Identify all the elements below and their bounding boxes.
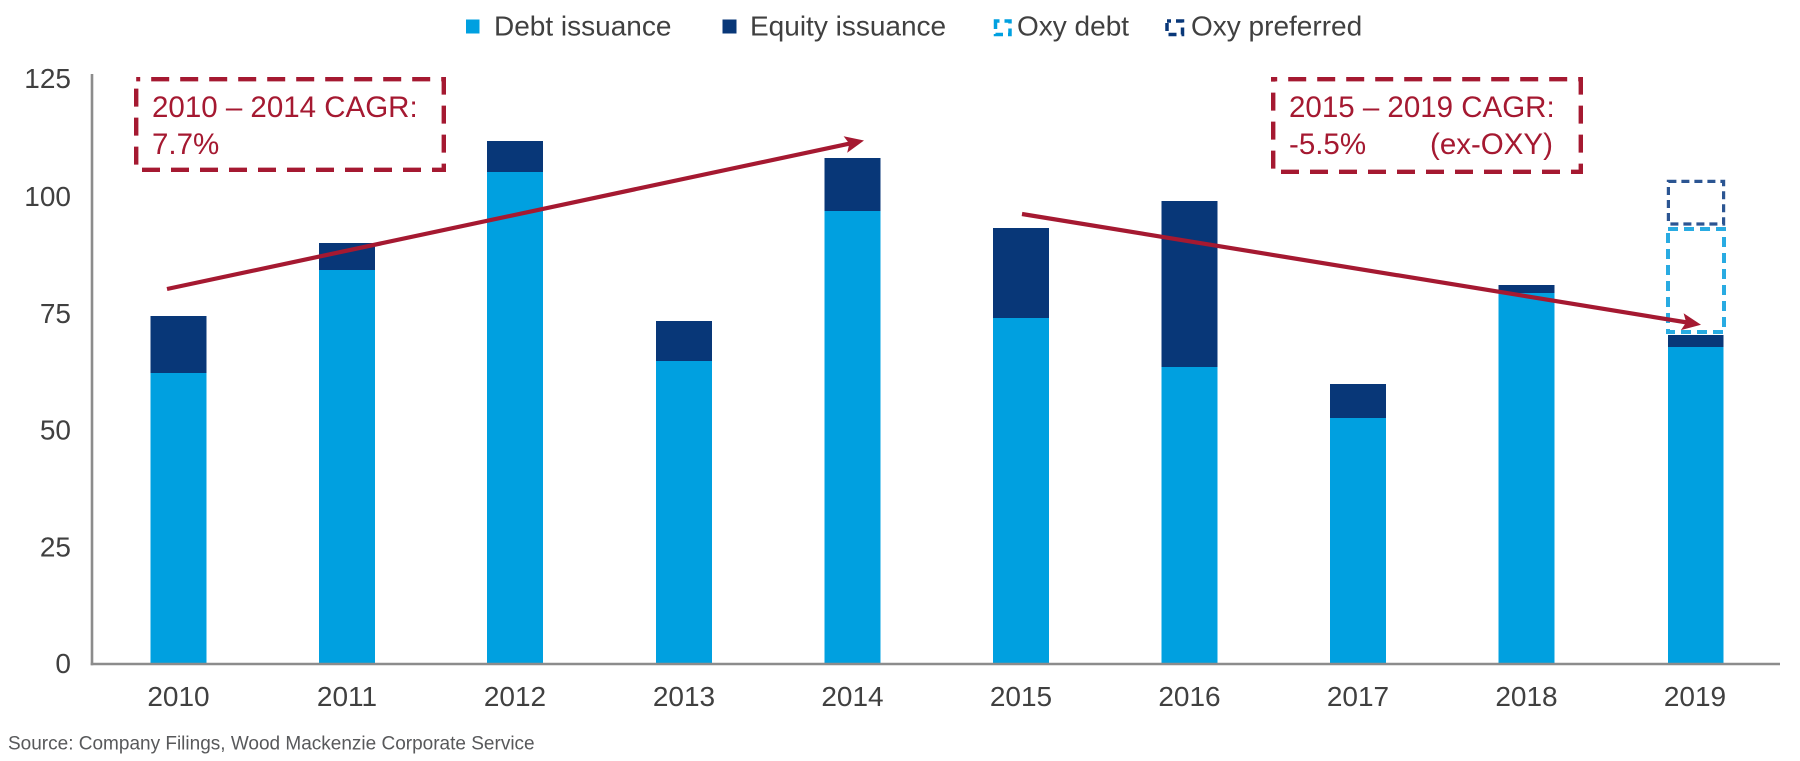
- svg-text:100: 100: [24, 181, 71, 212]
- svg-text:Source: Company Filings, Wood: Source: Company Filings, Wood Mackenzie …: [8, 734, 535, 755]
- svg-text:Oxy preferred: Oxy preferred: [1191, 11, 1362, 42]
- svg-text:0: 0: [55, 648, 71, 679]
- svg-text:Debt issuance: Debt issuance: [494, 11, 671, 42]
- svg-text:2015 – 2019 CAGR:: 2015 – 2019 CAGR:: [1289, 91, 1555, 124]
- svg-text:2017: 2017: [1327, 681, 1389, 712]
- svg-text:2014: 2014: [821, 681, 883, 712]
- svg-text:(ex-OXY): (ex-OXY): [1430, 128, 1553, 161]
- svg-text:2013: 2013: [653, 681, 715, 712]
- svg-text:25: 25: [40, 532, 71, 563]
- svg-text:Equity issuance: Equity issuance: [750, 11, 946, 42]
- svg-text:2016: 2016: [1158, 681, 1220, 712]
- svg-text:75: 75: [40, 298, 71, 329]
- svg-text:2012: 2012: [484, 681, 546, 712]
- svg-text:7.7%: 7.7%: [152, 128, 219, 161]
- svg-text:2018: 2018: [1495, 681, 1557, 712]
- svg-text:2010: 2010: [147, 681, 209, 712]
- svg-text:125: 125: [24, 63, 71, 94]
- svg-text:2010 – 2014 CAGR:: 2010 – 2014 CAGR:: [152, 91, 418, 124]
- svg-text:Oxy debt: Oxy debt: [1017, 11, 1129, 42]
- svg-text:2011: 2011: [317, 681, 377, 712]
- svg-text:-5.5%: -5.5%: [1289, 128, 1366, 161]
- svg-text:50: 50: [40, 415, 71, 446]
- svg-text:2019: 2019: [1664, 681, 1726, 712]
- svg-text:2015: 2015: [990, 681, 1052, 712]
